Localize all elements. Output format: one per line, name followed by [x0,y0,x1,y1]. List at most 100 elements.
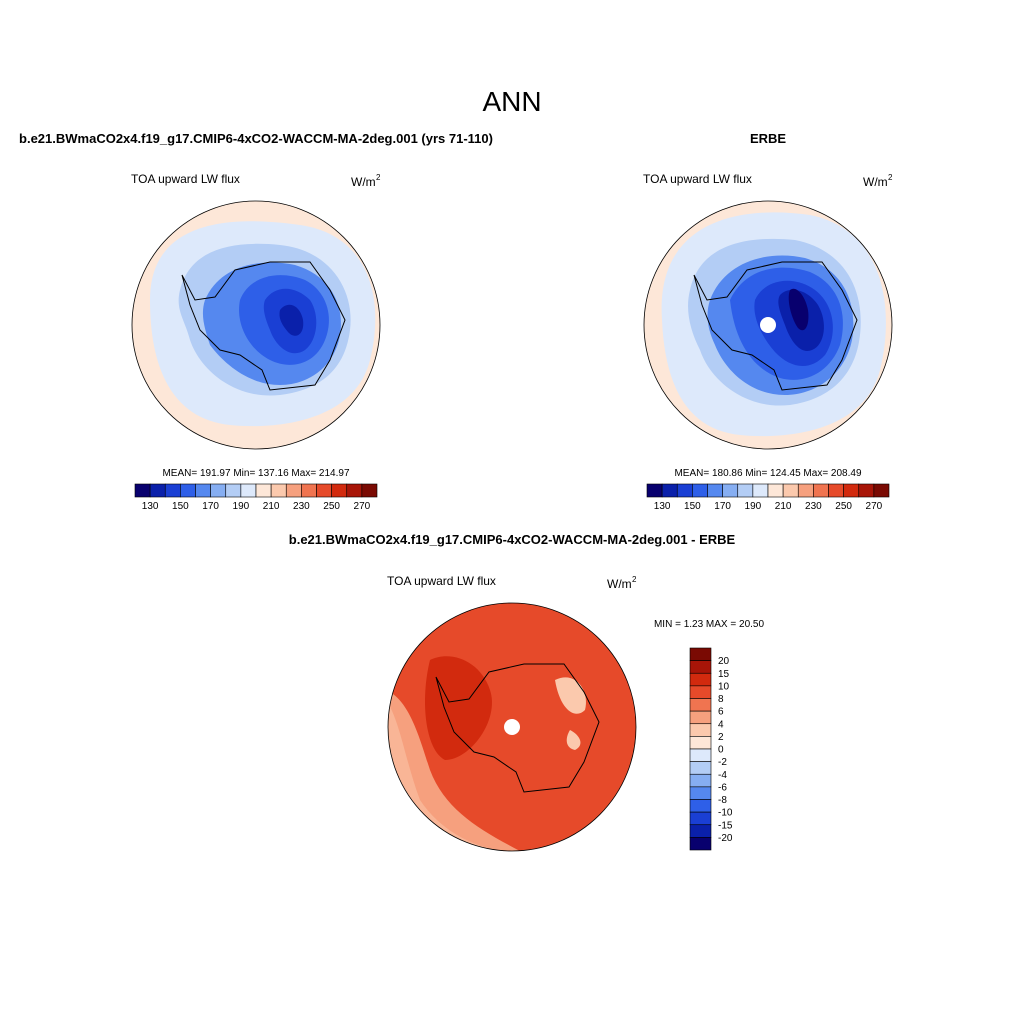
colorbar-box [689,761,712,775]
colorbar-label: 0 [718,745,724,756]
stats-label: MIN = 1.23 MAX = 20.50 [654,619,764,630]
colorbar-box [285,483,302,498]
colorbar-label: 230 [805,501,822,512]
colorbar-box [828,483,844,498]
colorbar-label: -20 [718,833,733,844]
colorbar-label: 270 [354,501,371,512]
colorbar-box [692,483,708,498]
units-label: W/m [351,175,376,189]
stats-label: MEAN= 180.86 Min= 124.45 Max= 208.49 [674,468,862,479]
colorbar-label: 2 [718,732,724,743]
units-superscript: 2 [888,173,893,182]
colorbar-box [813,483,829,498]
colorbar-box [689,672,712,687]
units-label: W/m [863,175,888,189]
colorbar-label: 210 [775,501,792,512]
colorbar-label: -4 [718,770,727,781]
colorbar: 130 150 170 190 210 230 250 270 [646,483,890,512]
colorbar-box [689,647,712,661]
colorbar-box [689,736,712,750]
colorbar-label: 150 [684,501,701,512]
colorbar-box [752,483,769,498]
colorbar-box [797,483,814,498]
colorbar: 130 150 170 190 210 230 250 270 [134,483,378,512]
stats-label: MEAN= 191.97 Min= 137.16 Max= 214.97 [162,468,350,479]
colorbar-label: 15 [718,669,730,680]
units-superscript: 2 [632,575,637,584]
colorbar-box [782,483,799,498]
colorbar-label: -15 [718,820,733,831]
variable-label: TOA upward LW flux [387,574,496,588]
colorbar-box [689,799,712,813]
colorbar-label: 170 [714,501,731,512]
map-border [387,602,637,852]
colorbar-box [689,723,712,737]
colorbar-box [164,483,181,498]
colorbar-label: -6 [718,782,727,793]
panel-title: b.e21.BWmaCO2x4.f19_g17.CMIP6-4xCO2-WACC… [19,131,493,146]
colorbar-label: 4 [718,719,724,730]
colorbar-box [858,483,875,498]
map-border [643,200,893,450]
colorbar-box [361,483,378,498]
colorbar-label: 150 [172,501,189,512]
colorbar-label: 230 [293,501,310,512]
colorbar-box [689,710,712,725]
colorbar-label: 130 [142,501,159,512]
colorbar-box [149,483,166,498]
colorbar-label: 210 [263,501,280,512]
map-border [131,200,381,450]
colorbar-label: 170 [202,501,219,512]
colorbar-box [689,698,712,712]
colorbar-label: 8 [718,694,724,705]
colorbar-box [346,483,363,498]
map [644,201,892,449]
colorbar-box [767,483,784,498]
colorbar-box [689,824,712,838]
colorbar-box [689,811,712,826]
colorbar-label: -8 [718,795,727,806]
colorbar-box [873,483,890,498]
colorbar-box [661,483,678,498]
panel-title: ERBE [750,131,786,146]
colorbar-box [843,483,860,498]
variable-label: TOA upward LW flux [131,172,240,186]
variable-label: TOA upward LW flux [643,172,752,186]
units-label: W/m [607,577,632,591]
colorbar-box [210,483,227,498]
colorbar-box [689,837,712,851]
colorbar-label: 190 [745,501,762,512]
colorbar-box [689,773,712,788]
colorbar-label: 130 [654,501,671,512]
colorbar-label: 6 [718,707,724,718]
colorbar-label: 270 [866,501,883,512]
colorbar-box [676,483,693,498]
colorbar-box [646,483,663,498]
colorbar-box [240,483,257,498]
colorbar-box [270,483,287,498]
colorbar-label: -2 [718,757,727,768]
map [132,201,380,449]
colorbar-box [707,483,723,498]
colorbar-label: 250 [835,501,852,512]
colorbar-label: 190 [233,501,250,512]
colorbar-box [689,748,712,762]
colorbar-box [737,483,754,498]
colorbar-box [225,483,242,498]
colorbar-box [722,483,739,498]
colorbar-label: 250 [323,501,340,512]
colorbar-label: -10 [718,808,733,819]
colorbar-box [689,685,712,699]
colorbar-box [316,483,332,498]
main-title: ANN [482,86,541,117]
colorbar-box [331,483,348,498]
colorbar-box [689,660,712,674]
panel-title: b.e21.BWmaCO2x4.f19_g17.CMIP6-4xCO2-WACC… [289,532,736,547]
colorbar-box [255,483,272,498]
colorbar-label: 10 [718,681,730,692]
colorbar-box [180,483,196,498]
colorbar-box [301,483,317,498]
units-superscript: 2 [376,173,381,182]
